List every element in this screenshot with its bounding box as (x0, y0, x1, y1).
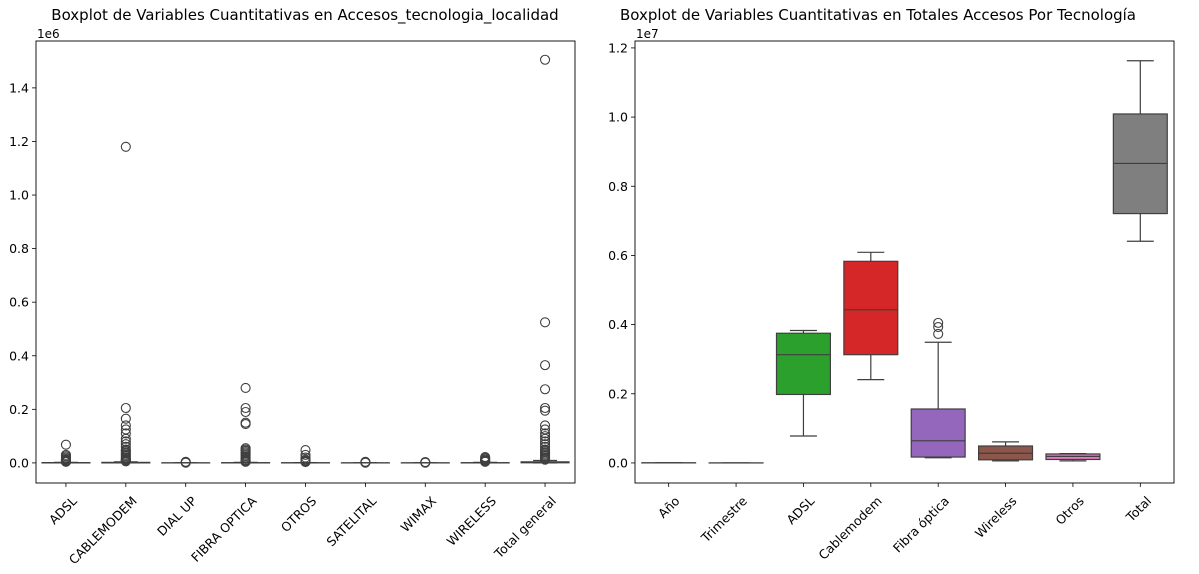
x-tick-label: OTROS (278, 493, 320, 535)
y-tick-label: 1.2 (9, 134, 29, 149)
y-tick-label: 1.2 (608, 40, 628, 55)
outlier-point (933, 321, 944, 333)
y-tick-label: 0.8 (9, 241, 29, 256)
outlier-point (120, 456, 131, 467)
outlier-point (120, 402, 131, 414)
outlier-point (933, 328, 944, 339)
box (843, 260, 899, 356)
left-axes-frame (35, 40, 576, 484)
outlier-point (540, 405, 551, 416)
x-tick-label: WIRELESS (444, 493, 499, 548)
outlier-point (120, 433, 131, 444)
outlier-point (120, 428, 131, 439)
y-tick-label: 0.2 (9, 402, 29, 417)
x-tick-label: SATELITAL (323, 493, 379, 549)
right-scale-label: 1e7 (636, 27, 659, 41)
y-tick-label: 0.0 (9, 455, 29, 470)
outlier-point (420, 457, 431, 468)
y-tick-label: 0.6 (9, 295, 29, 310)
x-tick-label: DIAL UP (154, 493, 200, 539)
left-panel: Boxplot de Variables Cuantitativas en Ac… (9, 6, 576, 567)
y-tick-label: 0.8 (608, 179, 628, 194)
outlier-point (300, 457, 311, 468)
box (910, 408, 966, 458)
y-tick-label: 1.0 (9, 188, 29, 203)
outlier-point (240, 406, 251, 418)
outlier-point (300, 449, 311, 460)
outlier-point (540, 360, 551, 371)
x-tick-label: WIMAX (397, 493, 439, 535)
outlier-point (540, 54, 551, 65)
outlier-point (180, 457, 191, 468)
outlier-point (240, 382, 251, 393)
x-tick-label: Fibra óptica (890, 493, 952, 555)
y-tick-label: 0.0 (608, 455, 628, 470)
outlier-point (540, 454, 551, 465)
right-chart-title: Boxplot de Variables Cuantitativas en To… (620, 6, 1136, 24)
outlier-point (540, 433, 551, 444)
outlier-point (300, 445, 311, 456)
outlier-point (120, 420, 131, 431)
right-panel: Boxplot de Variables Cuantitativas en To… (608, 6, 1175, 563)
x-tick-label: Otros (1052, 493, 1086, 527)
x-tick-label: Total general (491, 493, 559, 561)
outlier-point (540, 402, 551, 414)
y-tick-label: 0.4 (608, 317, 628, 332)
outlier-point (540, 317, 551, 328)
y-tick-label: 0.4 (9, 348, 29, 363)
left-scale-label: 1e6 (37, 27, 60, 41)
x-tick-label: Wireless (972, 493, 1020, 541)
outlier-point (240, 419, 251, 430)
outlier-point (240, 402, 251, 414)
outlier-point (120, 413, 131, 424)
outlier-point (540, 384, 551, 395)
box (775, 332, 831, 396)
y-tick-label: 0.6 (608, 248, 628, 263)
y-tick-label: 0.2 (608, 386, 628, 401)
x-tick-label: ADSL (46, 493, 80, 527)
outlier-point (240, 456, 251, 467)
outlier-point (360, 457, 371, 468)
right-plot-area: 0.0 0.2 0.4 0.6 0.8 1.0 1.2 Año Trimestre ADSLCab… (608, 40, 1168, 563)
x-tick-label: ADSL (783, 493, 817, 527)
outlier-point (480, 456, 491, 467)
outlier-point (933, 317, 944, 328)
y-tick-label: 1.0 (608, 110, 628, 125)
x-tick-label: Cablemodem (815, 493, 884, 562)
right-axes-frame (634, 40, 1175, 484)
outlier-point (60, 439, 71, 450)
outlier-point (60, 456, 71, 467)
x-tick-label: Trimestre (697, 493, 750, 546)
x-tick-label: Total (1122, 493, 1154, 525)
outlier-point (540, 420, 551, 431)
y-tick-label: 1.4 (9, 80, 29, 95)
outlier-point (120, 141, 131, 152)
x-tick-label: Año (655, 493, 683, 521)
outlier-point (540, 428, 551, 439)
outlier-point (540, 431, 551, 442)
left-chart-title: Boxplot de Variables Cuantitativas en Ac… (51, 6, 558, 25)
